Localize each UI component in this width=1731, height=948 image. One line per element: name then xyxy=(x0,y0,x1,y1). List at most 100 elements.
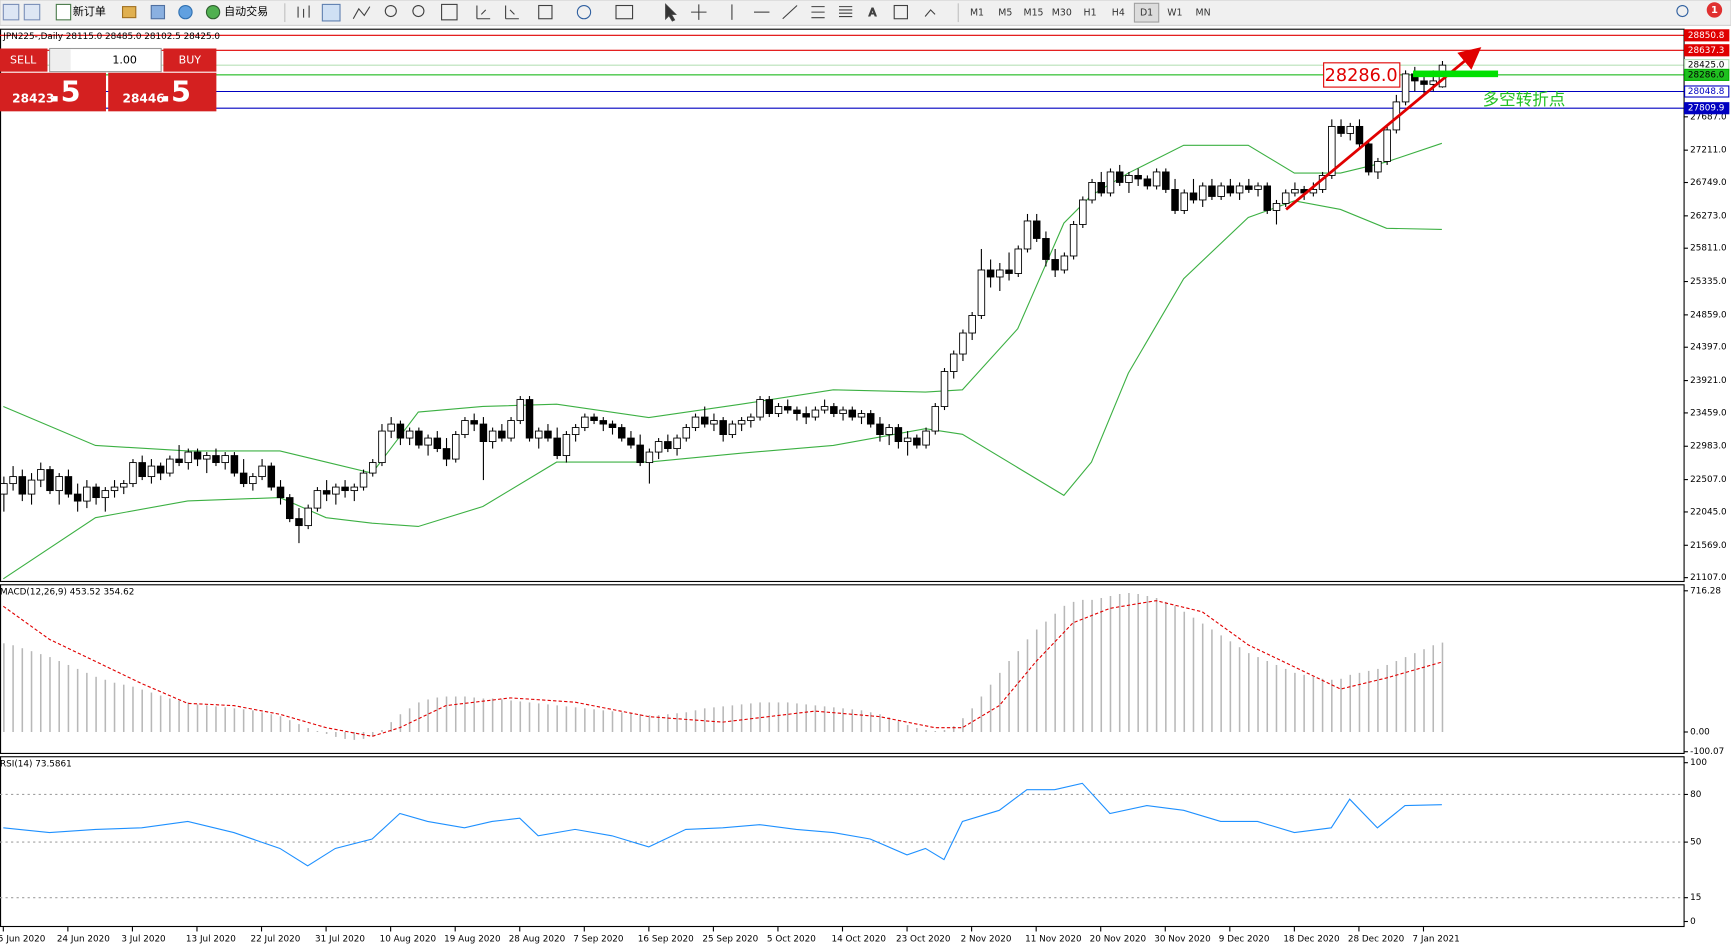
arrows-tool[interactable] xyxy=(924,9,936,17)
x-tick-label: 5 Oct 2020 xyxy=(767,935,816,945)
candle-body xyxy=(747,416,755,421)
notification-badge[interactable] xyxy=(1706,2,1723,18)
tile-icon[interactable] xyxy=(441,3,458,21)
icon[interactable] xyxy=(150,4,166,20)
buy-button[interactable] xyxy=(163,48,217,72)
text-tool[interactable]: A xyxy=(868,6,877,20)
x-tick-label: 9 Dec 2020 xyxy=(1219,935,1270,945)
timeframe-button[interactable]: M1 xyxy=(970,8,984,19)
price-line-label: 28286.0 xyxy=(1688,70,1725,80)
timeframe-button[interactable]: D1 xyxy=(1140,8,1153,19)
cursor-icon[interactable] xyxy=(665,3,677,22)
main-pane xyxy=(0,28,1685,583)
search-icon[interactable] xyxy=(1676,4,1689,18)
new-order-icon[interactable] xyxy=(55,3,72,21)
candle-body xyxy=(728,423,737,436)
price-line-label: 27809.9 xyxy=(1688,104,1724,114)
icon[interactable] xyxy=(121,6,137,19)
candle-body xyxy=(433,437,442,450)
candle-body xyxy=(913,437,921,446)
candle-body xyxy=(996,269,1004,278)
lot-input[interactable] xyxy=(49,47,162,73)
price-line-label: 28425.0 xyxy=(1688,61,1725,71)
lot-spinner[interactable] xyxy=(50,49,71,71)
bar-chart-icon[interactable] xyxy=(297,5,310,18)
candle-body xyxy=(894,427,903,443)
candle-body xyxy=(175,458,183,464)
candle-body xyxy=(1005,269,1013,274)
highlight-bar xyxy=(1413,70,1499,78)
bid-box[interactable] xyxy=(0,72,106,112)
x-tick-label: 31 Jul 2020 xyxy=(315,935,365,945)
candle-body xyxy=(405,430,414,439)
ask-frac: .5 xyxy=(160,75,191,109)
candle-body xyxy=(1245,185,1253,190)
timeframe-button[interactable]: M15 xyxy=(1024,8,1044,19)
scroll-icon[interactable] xyxy=(476,5,491,20)
zoom-in-icon[interactable] xyxy=(384,4,397,18)
icon[interactable] xyxy=(178,4,193,20)
candle-body xyxy=(1291,189,1299,194)
x-tick-label: 13 Jul 2020 xyxy=(186,935,236,945)
y-tick-label: 0.00 xyxy=(1690,727,1710,737)
y-tick-label: 25335.0 xyxy=(1690,277,1727,287)
chart-title: JPN225-,Daily 28115.0 28485.0 28102.5 28… xyxy=(2,32,220,42)
candle-body xyxy=(1355,125,1364,145)
line-chart-icon[interactable] xyxy=(352,6,371,20)
shift-icon[interactable] xyxy=(505,5,519,20)
x-tick-label: 14 Oct 2020 xyxy=(831,935,886,945)
ask-box[interactable] xyxy=(108,72,217,112)
x-tick-label: 7 Jan 2021 xyxy=(1412,935,1459,945)
templates-icon[interactable] xyxy=(615,4,634,20)
candle-body xyxy=(673,437,681,450)
candle-body xyxy=(1042,238,1050,260)
timeframe-button[interactable]: M5 xyxy=(998,8,1012,19)
candle-body xyxy=(839,409,847,414)
zoom-out-icon[interactable] xyxy=(412,4,425,18)
candle-body xyxy=(156,465,165,474)
trendline-icon[interactable] xyxy=(782,5,798,20)
candle-body xyxy=(617,427,626,439)
chart-tools: A xyxy=(297,3,936,22)
x-tick-label: 28 Dec 2020 xyxy=(1348,935,1405,945)
candle-body xyxy=(1374,160,1382,173)
candle-body xyxy=(498,430,506,439)
bid-main: 28423 xyxy=(12,92,54,106)
y-tick-label: 22045.0 xyxy=(1690,507,1727,517)
x-tick-label: 28 Aug 2020 xyxy=(509,935,566,945)
new-order-button[interactable]: 新订单 xyxy=(73,4,106,18)
auto-trading-icon[interactable] xyxy=(205,4,221,20)
candle-body xyxy=(922,430,930,446)
timeframe-button[interactable]: MN xyxy=(1196,8,1211,19)
label-tool[interactable] xyxy=(893,4,909,20)
one-click-trading: SELL 1.00 BUY 28423 .5 28446 .5 xyxy=(0,47,217,112)
x-tick-label: 11 Nov 2020 xyxy=(1025,935,1082,945)
candle-body xyxy=(1162,171,1170,190)
candle-body xyxy=(774,406,783,414)
channel-icon[interactable] xyxy=(811,6,825,19)
rsi-plot xyxy=(0,782,1684,899)
candle-body xyxy=(221,455,229,464)
timeframe-button[interactable]: M30 xyxy=(1052,8,1072,19)
candle-body xyxy=(793,409,801,414)
indicators-icon[interactable] xyxy=(538,4,553,20)
candle-body xyxy=(682,427,691,439)
timeframe-button[interactable]: H1 xyxy=(1084,8,1097,19)
sell-button[interactable] xyxy=(0,48,48,72)
auto-trading-button[interactable]: 自动交易 xyxy=(224,4,268,18)
candle-icon[interactable] xyxy=(321,3,341,22)
candle-body xyxy=(645,451,654,464)
fibo-icon[interactable] xyxy=(839,6,853,18)
y-tick-label: 26749.0 xyxy=(1690,178,1727,188)
icon[interactable] xyxy=(2,3,20,21)
candle-body xyxy=(83,486,91,502)
candle-body xyxy=(212,455,220,464)
periods-icon[interactable] xyxy=(576,4,592,20)
crosshair-icon[interactable] xyxy=(691,4,707,20)
candle-body xyxy=(258,465,266,478)
candle-body xyxy=(92,486,100,499)
band-upper xyxy=(3,142,1443,474)
icon[interactable] xyxy=(23,3,41,21)
timeframe-button[interactable]: H4 xyxy=(1112,8,1125,19)
timeframe-button[interactable]: W1 xyxy=(1167,8,1182,19)
